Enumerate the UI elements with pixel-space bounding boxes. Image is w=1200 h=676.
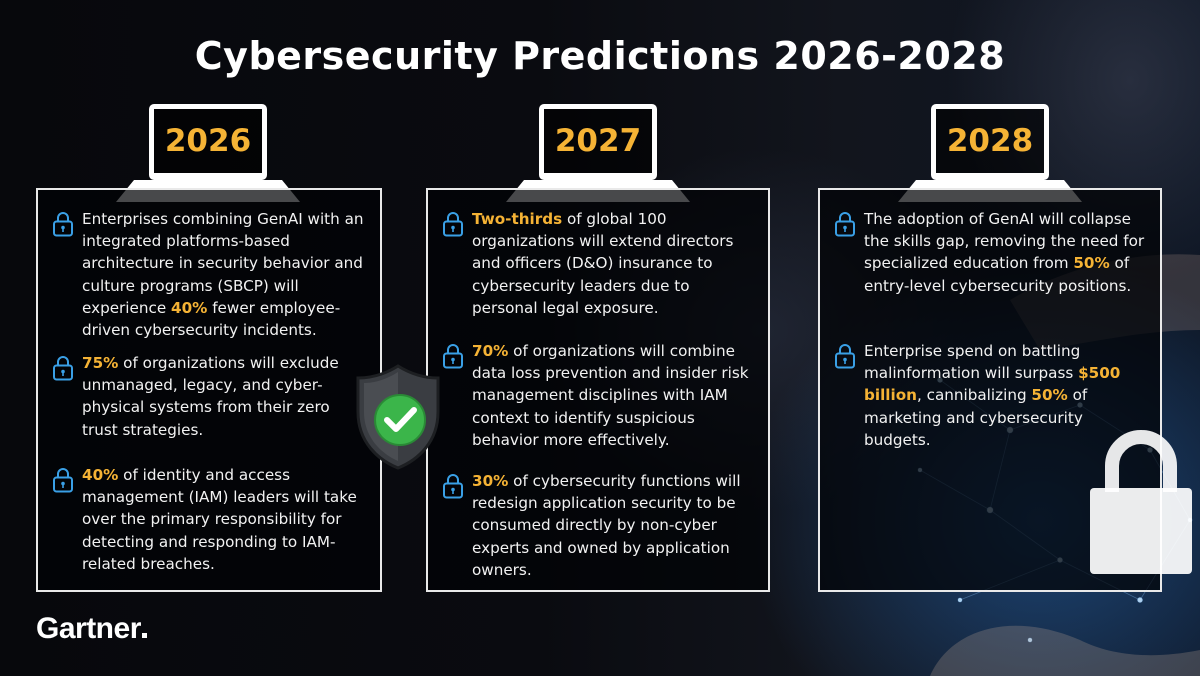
prediction-card-2028: The adoption of GenAI will collapse the …: [818, 188, 1162, 592]
prediction-item: 70% of organizations will combine data l…: [442, 340, 754, 451]
laptop-icon: 2027: [478, 104, 718, 204]
brand-name: Gartner: [36, 612, 141, 645]
lock-icon: [443, 212, 463, 237]
prediction-text: 30% of cybersecurity functions will rede…: [472, 470, 754, 581]
year-label: 2028: [946, 123, 1034, 159]
lock-icon: [53, 468, 73, 493]
prediction-card-2027: Two-thirds of global 100 organizations w…: [426, 188, 770, 592]
prediction-item: The adoption of GenAI will collapse the …: [834, 208, 1146, 297]
prediction-item: 40% of identity and access management (I…: [52, 464, 366, 575]
prediction-text: Enterprise spend on battling malinformat…: [864, 340, 1146, 451]
prediction-text-segment: of organizations will exclude unmanaged,…: [82, 354, 339, 439]
prediction-text-segment: of cybersecurity functions will redesign…: [472, 472, 741, 579]
prediction-item: 30% of cybersecurity functions will rede…: [442, 470, 754, 581]
prediction-text: Enterprises combining GenAI with an inte…: [82, 208, 366, 341]
prediction-text-segment: of global 100 organizations will extend …: [472, 210, 734, 317]
prediction-text-segment: of marketing and cybersecurity budgets.: [864, 386, 1088, 449]
prediction-text: The adoption of GenAI will collapse the …: [864, 208, 1146, 297]
highlight-figure: 70%: [472, 342, 509, 360]
lock-icon: [443, 474, 463, 499]
prediction-text: 75% of organizations will exclude unmana…: [82, 352, 366, 441]
highlight-figure: $500 billion: [864, 364, 1121, 405]
prediction-text: 40% of identity and access management (I…: [82, 464, 366, 575]
prediction-text-segment: fewer employee-driven cybersecurity inci…: [82, 298, 341, 340]
lock-icon: [53, 356, 73, 381]
lock-icon: [53, 212, 73, 237]
highlight-figure: Two-thirds: [472, 210, 563, 228]
prediction-text-segment: of organizations will combine data loss …: [472, 342, 749, 449]
laptop-screen: 2028: [931, 104, 1049, 180]
prediction-item: Enterprises combining GenAI with an inte…: [52, 208, 366, 341]
prediction-text-segment: Enterprise spend on battling malinformat…: [864, 342, 1081, 383]
prediction-text-segment: , cannibalizing: [916, 386, 1032, 405]
shield-check-icon: [356, 364, 440, 470]
highlight-figure: 75%: [82, 354, 119, 372]
prediction-text: Two-thirds of global 100 organizations w…: [472, 208, 754, 319]
prediction-card-2026: Enterprises combining GenAI with an inte…: [36, 188, 382, 592]
prediction-text: 70% of organizations will combine data l…: [472, 340, 754, 451]
highlight-figure: 40%: [171, 298, 208, 317]
year-label: 2027: [554, 123, 642, 159]
prediction-text-segment: of entry-level cybersecurity positions.: [864, 254, 1132, 295]
padlock-icon: [1090, 430, 1192, 574]
hand-silhouette: [930, 625, 1200, 676]
lock-icon: [835, 212, 855, 237]
highlight-figure: 50%: [1031, 386, 1068, 405]
prediction-item: Two-thirds of global 100 organizations w…: [442, 208, 754, 319]
lock-icon: [835, 344, 855, 369]
prediction-text-segment: Enterprises combining GenAI with an inte…: [82, 210, 364, 317]
highlight-figure: 50%: [1073, 254, 1110, 273]
laptop-screen: 2026: [149, 104, 267, 180]
highlight-figure: 30%: [472, 472, 509, 490]
year-label: 2026: [164, 123, 252, 159]
page-title: Cybersecurity Predictions 2026-2028: [194, 34, 1006, 78]
prediction-text-segment: of identity and access management (IAM) …: [82, 466, 357, 573]
lock-icon: [443, 344, 463, 369]
highlight-figure: 40%: [82, 466, 119, 484]
logo-dot: [141, 633, 147, 638]
gartner-logo: Gartner: [36, 612, 147, 646]
laptop-screen: 2027: [539, 104, 657, 180]
prediction-item: 75% of organizations will exclude unmana…: [52, 352, 366, 441]
prediction-item: Enterprise spend on battling malinformat…: [834, 340, 1146, 451]
prediction-text-segment: The adoption of GenAI will collapse the …: [864, 210, 1145, 273]
